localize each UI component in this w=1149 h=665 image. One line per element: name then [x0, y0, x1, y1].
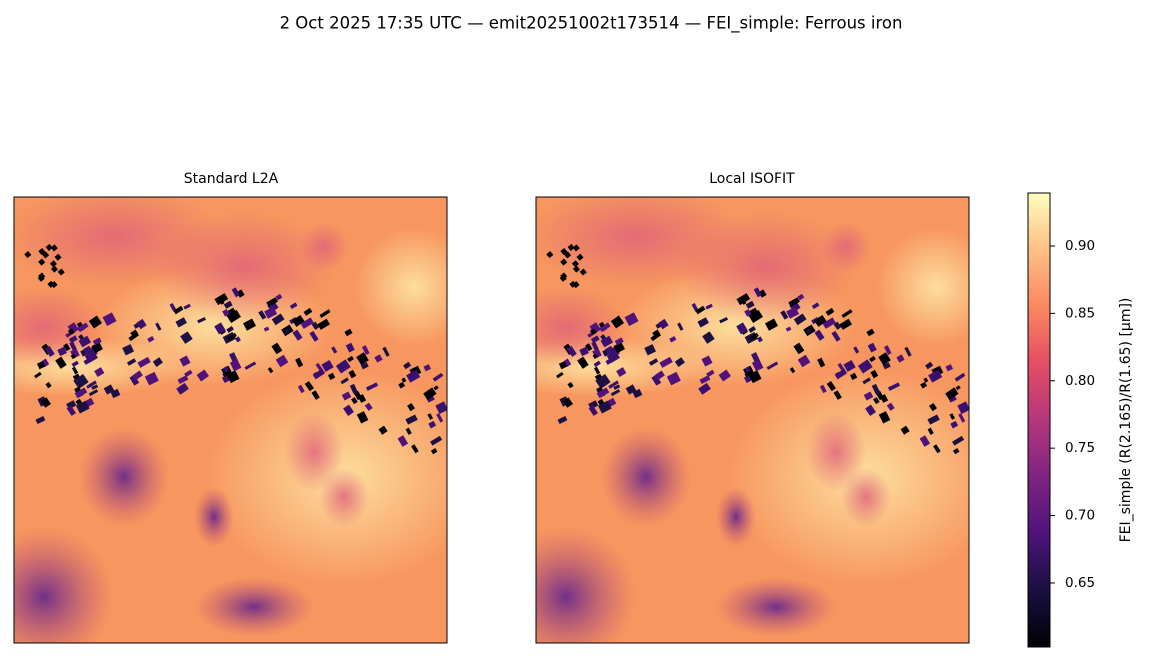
- colorbar-tick-label: 0.80: [1065, 373, 1095, 389]
- colorbar-tick-label: 0.90: [1065, 238, 1095, 254]
- colorbar-label: FEI_simple (R(2.165)/R(1.65) [µm]): [1118, 298, 1134, 543]
- panel-title: Local ISOFIT: [709, 171, 795, 187]
- figure-title: 2 Oct 2025 17:35 UTC — emit20251002t1735…: [280, 14, 903, 34]
- colorbar-tick-label: 0.70: [1065, 508, 1095, 524]
- colorbar-tick-label: 0.85: [1065, 305, 1095, 321]
- image: [0, 187, 484, 661]
- colorbar-tick-label: 0.65: [1065, 575, 1095, 591]
- image: [476, 187, 1006, 661]
- colorbar-tick-label: 0.75: [1065, 440, 1095, 456]
- axes-frame: [535, 196, 970, 644]
- panel-title: Standard L2A: [184, 171, 279, 187]
- colorbar: [1027, 192, 1051, 648]
- axes-frame: [13, 196, 448, 644]
